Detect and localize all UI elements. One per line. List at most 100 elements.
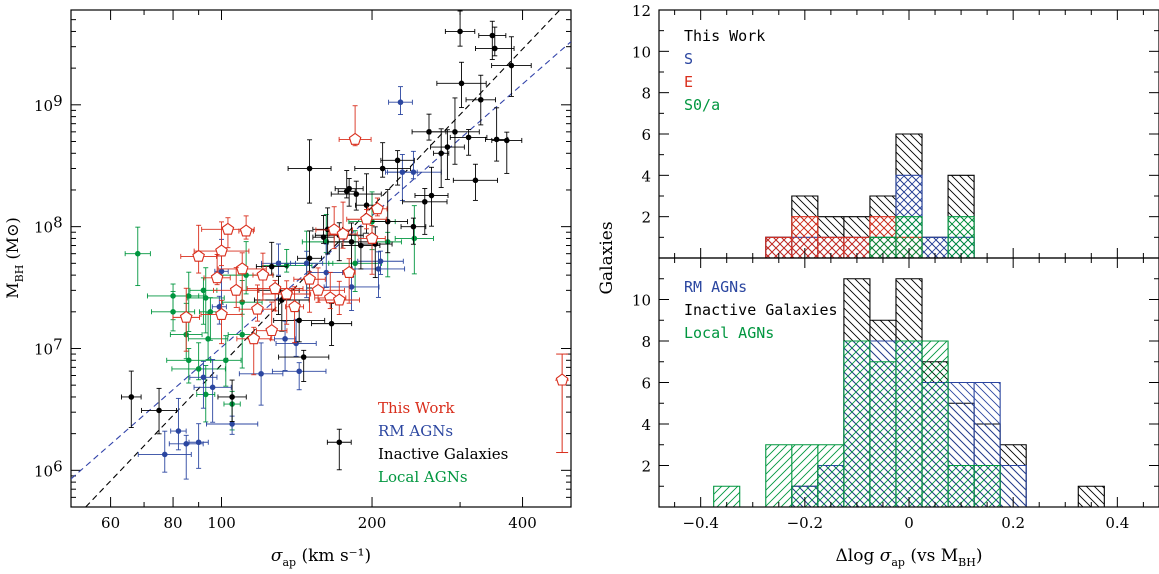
marker-pentagon	[215, 307, 228, 320]
legend-item: This Work	[684, 27, 765, 45]
marker-circle	[508, 62, 515, 69]
x-tick-label: 0	[904, 514, 914, 532]
data-point	[452, 163, 498, 201]
marker-circle	[258, 370, 264, 377]
marker-pentagon	[311, 283, 325, 296]
data-point	[436, 61, 487, 109]
data-point	[402, 188, 448, 235]
data-point	[380, 150, 415, 186]
marker-circle	[275, 260, 282, 267]
data-point	[186, 267, 225, 334]
marker-circle	[421, 198, 428, 205]
marker-pentagon	[192, 249, 205, 262]
histogram-bar	[948, 465, 975, 507]
marker-circle	[195, 366, 202, 372]
marker-circle	[458, 80, 465, 87]
marker-pentagon	[229, 283, 243, 296]
data-point	[187, 312, 229, 361]
data-point	[388, 86, 413, 115]
marker-circle	[306, 165, 313, 172]
marker-pentagon	[239, 224, 253, 237]
marker-pentagon	[365, 231, 379, 244]
marker-circle	[348, 284, 355, 290]
marker-circle	[218, 268, 225, 275]
data-point	[309, 243, 344, 288]
data-point	[293, 271, 326, 313]
marker-pentagon	[280, 287, 294, 300]
marker-pentagon	[336, 227, 350, 240]
data-point	[330, 180, 382, 211]
data-point	[238, 215, 254, 240]
marker-circle	[379, 165, 386, 172]
data-point	[168, 434, 204, 480]
example-error-bar	[555, 353, 569, 454]
marker-circle	[493, 136, 500, 143]
data-point	[315, 206, 353, 250]
marker-circle	[394, 157, 401, 164]
marker-pentagon	[288, 300, 301, 313]
x-tick-label: 200	[358, 514, 387, 532]
data-point	[400, 217, 427, 245]
data-point	[256, 301, 288, 341]
marker-circle	[200, 287, 207, 294]
y-axis-label: Galaxies	[597, 221, 617, 294]
data-point	[236, 326, 272, 376]
marker-circle	[411, 235, 418, 242]
y-tick-label: 6	[641, 126, 651, 144]
marker-circle	[216, 303, 223, 310]
legend-item: Local AGNs	[684, 324, 774, 342]
marker-pentagon	[221, 222, 235, 235]
data-point	[334, 178, 364, 207]
marker-circle	[348, 239, 355, 245]
marker-circle	[397, 99, 404, 106]
marker-circle	[229, 421, 235, 427]
marker-circle	[156, 407, 162, 414]
histogram-bar	[869, 237, 896, 258]
marker-pentagon	[235, 262, 249, 275]
marker-circle	[223, 357, 229, 364]
histogram-bar	[869, 361, 896, 507]
data-point	[328, 201, 358, 249]
data-point	[385, 150, 442, 180]
data-point	[337, 170, 356, 199]
y-tick-label: 107	[34, 335, 63, 358]
marker-circle	[320, 234, 327, 240]
histogram-bar	[817, 237, 844, 258]
legend-item: S0/a	[684, 96, 720, 114]
x-tick-label: 80	[164, 514, 183, 532]
y-tick-label: 6	[641, 375, 651, 393]
data-point	[217, 379, 247, 422]
marker-circle	[328, 320, 335, 327]
marker-circle	[472, 177, 479, 184]
x-tick-label: 60	[101, 514, 120, 532]
marker-circle	[489, 32, 496, 39]
data-point	[255, 241, 288, 276]
marker-circle	[170, 309, 176, 315]
marker-circle	[209, 384, 216, 391]
legend-item: RM AGNs	[378, 422, 453, 440]
marker-circle	[268, 263, 275, 270]
marker-circle	[363, 202, 370, 208]
data-point	[188, 423, 209, 469]
marker-pentagon	[247, 332, 261, 345]
legend-item: Inactive Galaxies	[378, 445, 508, 463]
marker-circle	[306, 255, 313, 262]
histogram-series	[713, 340, 1001, 507]
marker-circle	[346, 185, 352, 192]
marker-pentagon	[256, 268, 270, 281]
data-point	[430, 97, 480, 165]
histogram-bar	[948, 216, 975, 258]
marker-circle	[477, 96, 484, 103]
data-point	[196, 365, 216, 423]
data-point	[180, 224, 217, 274]
data-point	[213, 267, 260, 308]
marker-circle	[444, 144, 451, 150]
marker-circle	[161, 451, 168, 458]
data-point	[170, 397, 187, 451]
marker-circle	[410, 223, 417, 230]
histogram-bar	[791, 444, 818, 507]
data-point	[200, 299, 243, 345]
y-tick-label: 108	[34, 214, 63, 237]
histogram-bar	[895, 341, 923, 507]
